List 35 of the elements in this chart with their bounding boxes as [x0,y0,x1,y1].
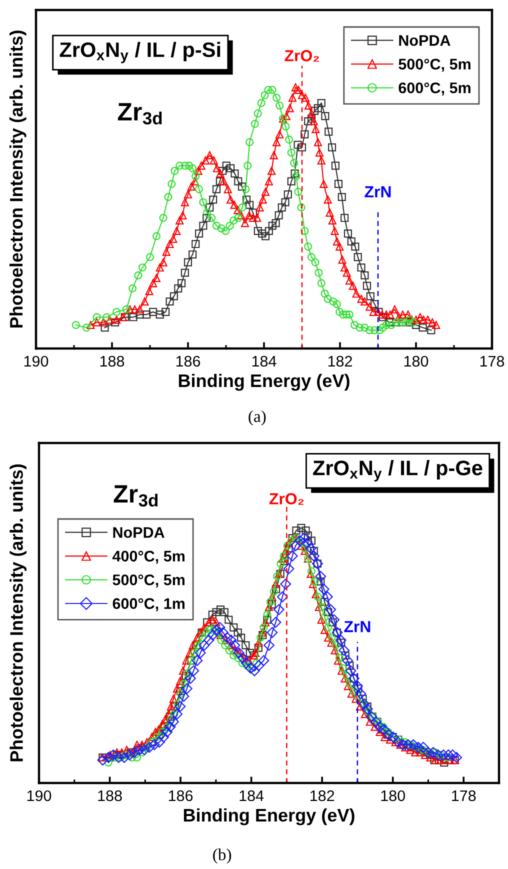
x-tick-label: 178 [452,790,476,802]
ref-line-label: ZrO₂ [269,493,304,505]
x-tick-label: 186 [176,356,200,367]
x-tick-label: 178 [480,356,504,367]
ref-line-label: ZrN [364,186,391,198]
legend-label: 600°C, 1m [112,598,184,612]
x-tick-label: 184 [252,356,276,367]
x-tick-label: 188 [98,790,122,802]
x-tick-label: 186 [168,790,193,802]
text: ZrO$_{x}$N$_{y}$ / IL / p-Si [60,42,220,64]
legend-label: NoPDA [399,35,450,46]
ref-line-label: ZrO₂ [284,50,319,62]
text: (b) [213,848,232,864]
x-axis-title: Binding Energy (eV) [184,808,354,826]
text: ZrO$_{x}$N$_{y}$ / IL / p-Ge [313,460,482,482]
text: Zr$_{3d}$ [114,485,158,507]
x-axis-title: Binding Energy (eV) [178,374,350,391]
legend-label: 500°C, 5m [112,574,184,588]
text: (a) [248,410,266,426]
y-axis-title: Photoelectron Intensity (arb. units) [9,30,26,328]
x-tick-label: 190 [27,790,52,802]
y-axis-title: Photoelectron Intensity (arb. units) [10,464,26,762]
ref-line-label: ZrN [344,621,370,632]
x-tick-label: 182 [310,790,334,802]
legend-label: 400°C, 5m [112,550,184,564]
legend-label: 600°C, 5m [398,82,470,96]
x-tick-label: 182 [328,356,352,367]
legend-label: 500°C, 5m [398,58,470,72]
legend-label: NoPDA [113,527,164,538]
x-tick-label: 180 [381,790,405,802]
annotation: Zr$_{3d}$ [118,103,162,124]
x-tick-label: 180 [404,356,428,367]
x-tick-label: 184 [240,790,264,802]
x-tick-label: 190 [24,356,48,367]
x-tick-label: 188 [100,356,124,367]
